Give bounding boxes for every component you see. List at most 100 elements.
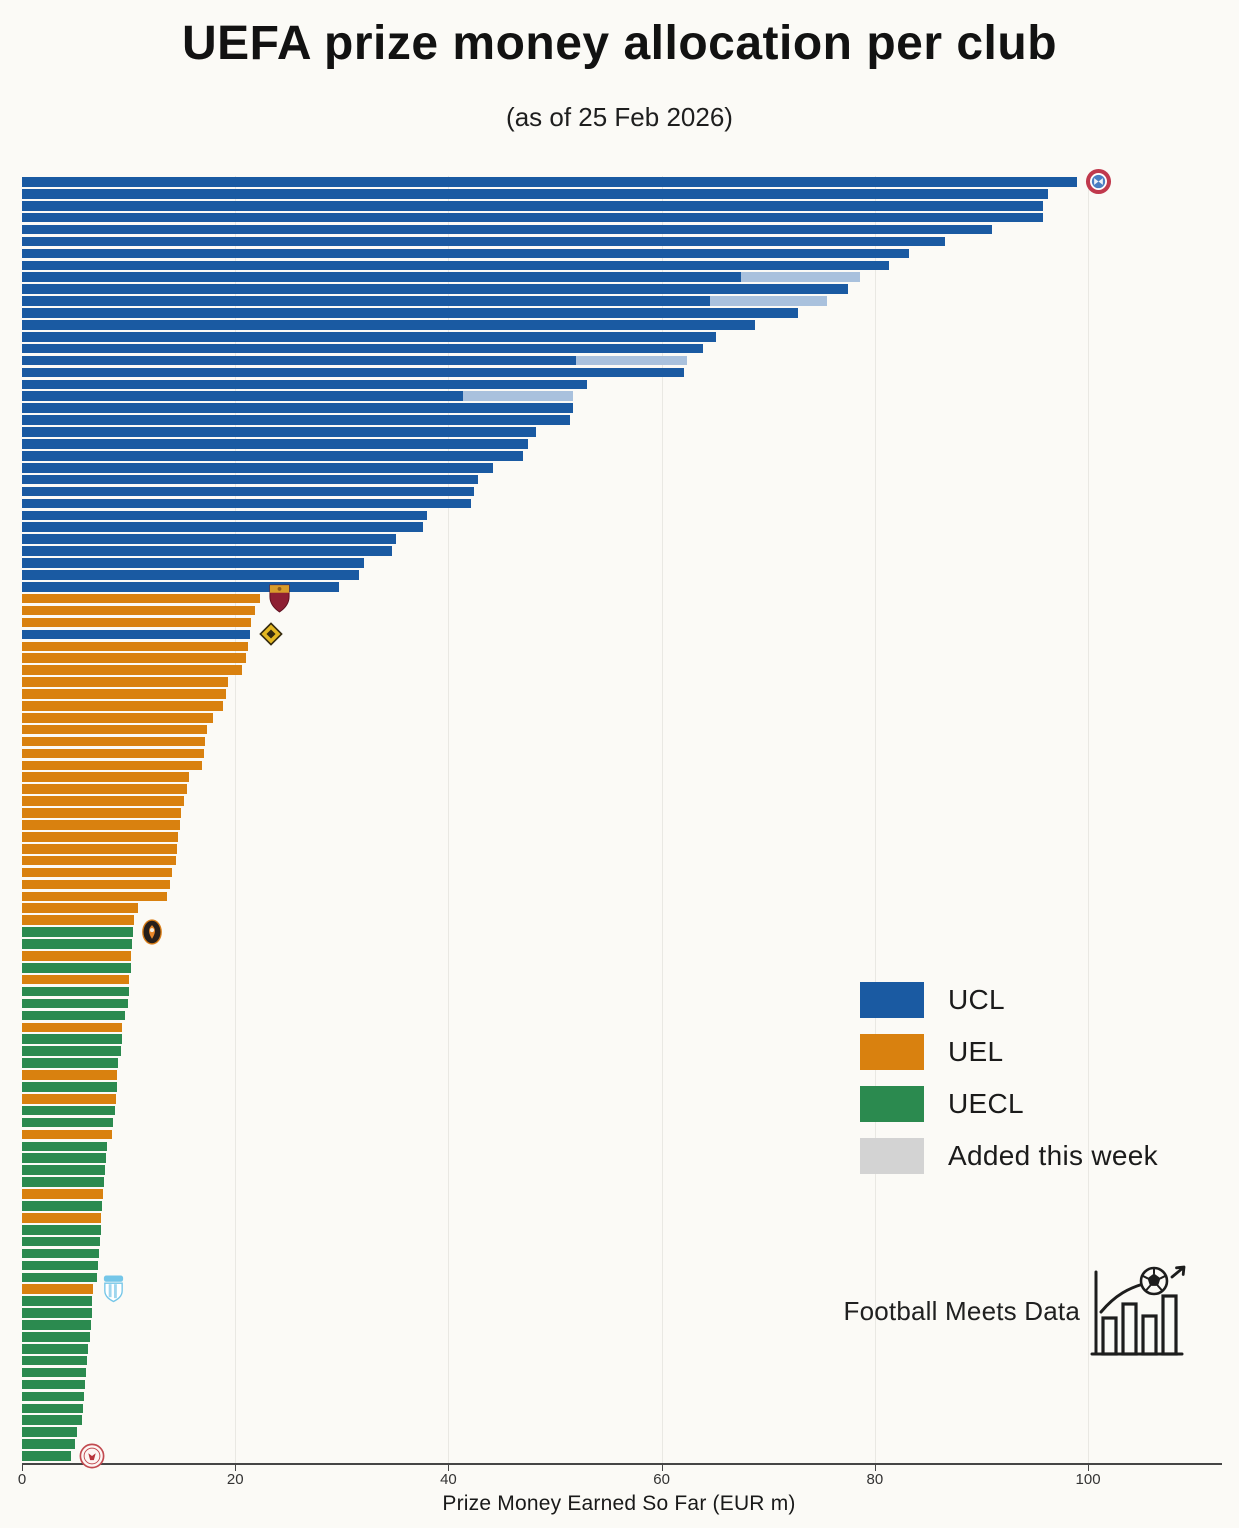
bar-uecl-rank-64 (22, 927, 133, 937)
bar-ucl-rank-6 (22, 236, 946, 247)
bar-row-78 (22, 1093, 1216, 1105)
bar-row-63 (22, 914, 1216, 926)
bar-uel-rank-58 (22, 855, 176, 866)
gridline-x-40 (448, 176, 450, 1463)
bar-row-95 (22, 1295, 1216, 1307)
bar-ucl-rank-7 (22, 248, 909, 259)
kairat-almaty-badge-icon (258, 619, 286, 649)
bar-uecl-rank-100 (22, 1355, 88, 1366)
bar-uel-rank-52 (22, 784, 188, 794)
bar-row-96 (22, 1307, 1216, 1319)
bar-ucl-rank-17 (22, 367, 685, 378)
bar-row-32 (22, 545, 1216, 557)
bar-row-48 (22, 736, 1216, 748)
bar-row-91 (22, 1248, 1216, 1260)
x-tick-0 (22, 1465, 23, 1471)
bar-ucl-rank-19 (22, 391, 464, 402)
bar-row-97 (22, 1319, 1216, 1331)
bar-row-16 (22, 355, 1216, 367)
bar-row-14 (22, 331, 1216, 343)
bar-row-101 (22, 1367, 1216, 1379)
bar-uecl-rank-104 (22, 1403, 83, 1414)
x-tick-20 (235, 1465, 237, 1471)
legend: UCL UEL UECL Added this week (860, 982, 1158, 1190)
bar-row-21 (22, 414, 1216, 426)
bar-ucl-rank-31 (22, 534, 397, 544)
bar-row-3 (22, 200, 1216, 212)
bar-row-27 (22, 486, 1216, 498)
bar-row-55 (22, 819, 1216, 831)
bar-uecl-rank-65 (22, 939, 132, 949)
gridline-x-60 (661, 176, 663, 1463)
gridline-x-20 (235, 176, 237, 1463)
bar-uel-rank-50 (22, 760, 203, 771)
bar-uel-rank-86 (22, 1189, 104, 1199)
bar-row-2 (22, 188, 1216, 200)
bar-row-58 (22, 855, 1216, 867)
bar-uecl-rank-69 (22, 986, 129, 997)
bar-row-47 (22, 724, 1216, 736)
shakhtar-donetsk-badge-icon (141, 917, 169, 947)
bar-row-46 (22, 712, 1216, 724)
bar-row-33 (22, 557, 1216, 569)
bar-row-54 (22, 807, 1216, 819)
unknown-club-badge-icon (79, 1441, 107, 1471)
bar-row-31 (22, 533, 1216, 545)
football-meets-data-logo-icon (1088, 1264, 1188, 1362)
x-tick-label-40: 40 (440, 1471, 457, 1488)
bar-ucl-rank-2 (22, 189, 1048, 199)
bar-row-1 (22, 169, 1216, 195)
bar-added-this-week-segment (576, 355, 688, 366)
bar-uecl-rank-70 (22, 998, 128, 1009)
bar-row-108 (22, 1443, 1216, 1469)
bar-row-64 (22, 919, 1216, 945)
bar-ucl-rank-33 (22, 558, 365, 568)
bar-uecl-rank-74 (22, 1046, 122, 1056)
bar-row-30 (22, 521, 1216, 533)
bar-uel-rank-46 (22, 712, 213, 723)
bar-row-100 (22, 1355, 1216, 1367)
x-tick-label-20: 20 (226, 1471, 244, 1488)
bar-uecl-rank-77 (22, 1082, 117, 1092)
bar-uecl-rank-98 (22, 1332, 91, 1342)
bar-row-34 (22, 569, 1216, 581)
bar-uecl-rank-106 (22, 1427, 78, 1437)
bar-uel-rank-49 (22, 748, 205, 759)
bar-row-28 (22, 497, 1216, 509)
bar-ucl-rank-8 (22, 260, 889, 271)
x-axis-line (22, 1463, 1222, 1465)
bar-row-49 (22, 748, 1216, 760)
bar-uel-rank-72 (22, 1022, 123, 1033)
bar-uel-rank-94 (22, 1284, 94, 1295)
legend-label-4: Added this week (948, 1140, 1158, 1171)
bar-row-88 (22, 1212, 1216, 1224)
bar-ucl-rank-3 (22, 200, 1044, 211)
bar-ucl-rank-11 (22, 296, 710, 306)
bar-uecl-rank-75 (22, 1058, 118, 1068)
bar-row-59 (22, 867, 1216, 879)
bar-row-22 (22, 426, 1216, 438)
bar-uecl-rank-103 (22, 1391, 84, 1402)
bar-row-43 (22, 676, 1216, 688)
bar-row-56 (22, 831, 1216, 843)
bar-uecl-rank-80 (22, 1117, 113, 1128)
bar-uel-rank-38 (22, 617, 252, 628)
bar-uecl-rank-85 (22, 1177, 105, 1187)
bars-container (22, 169, 1216, 1469)
bar-uecl-rank-71 (22, 1010, 126, 1021)
legend-item-uel: UEL (860, 1034, 1158, 1070)
bar-row-5 (22, 224, 1216, 236)
legend-item-ucl: UCL (860, 982, 1158, 1018)
legend-item-added-this-week: Added this week (860, 1138, 1158, 1174)
bar-row-13 (22, 319, 1216, 331)
bar-row-8 (22, 259, 1216, 271)
bar-row-12 (22, 307, 1216, 319)
bar-row-69 (22, 986, 1216, 998)
bar-row-80 (22, 1117, 1216, 1129)
bar-uecl-rank-93 (22, 1272, 97, 1283)
bar-uel-rank-47 (22, 724, 208, 735)
bayern-munich-badge-icon (1085, 167, 1113, 197)
bar-row-19 (22, 390, 1216, 402)
bar-ucl-rank-15 (22, 343, 704, 354)
bar-row-68 (22, 974, 1216, 986)
